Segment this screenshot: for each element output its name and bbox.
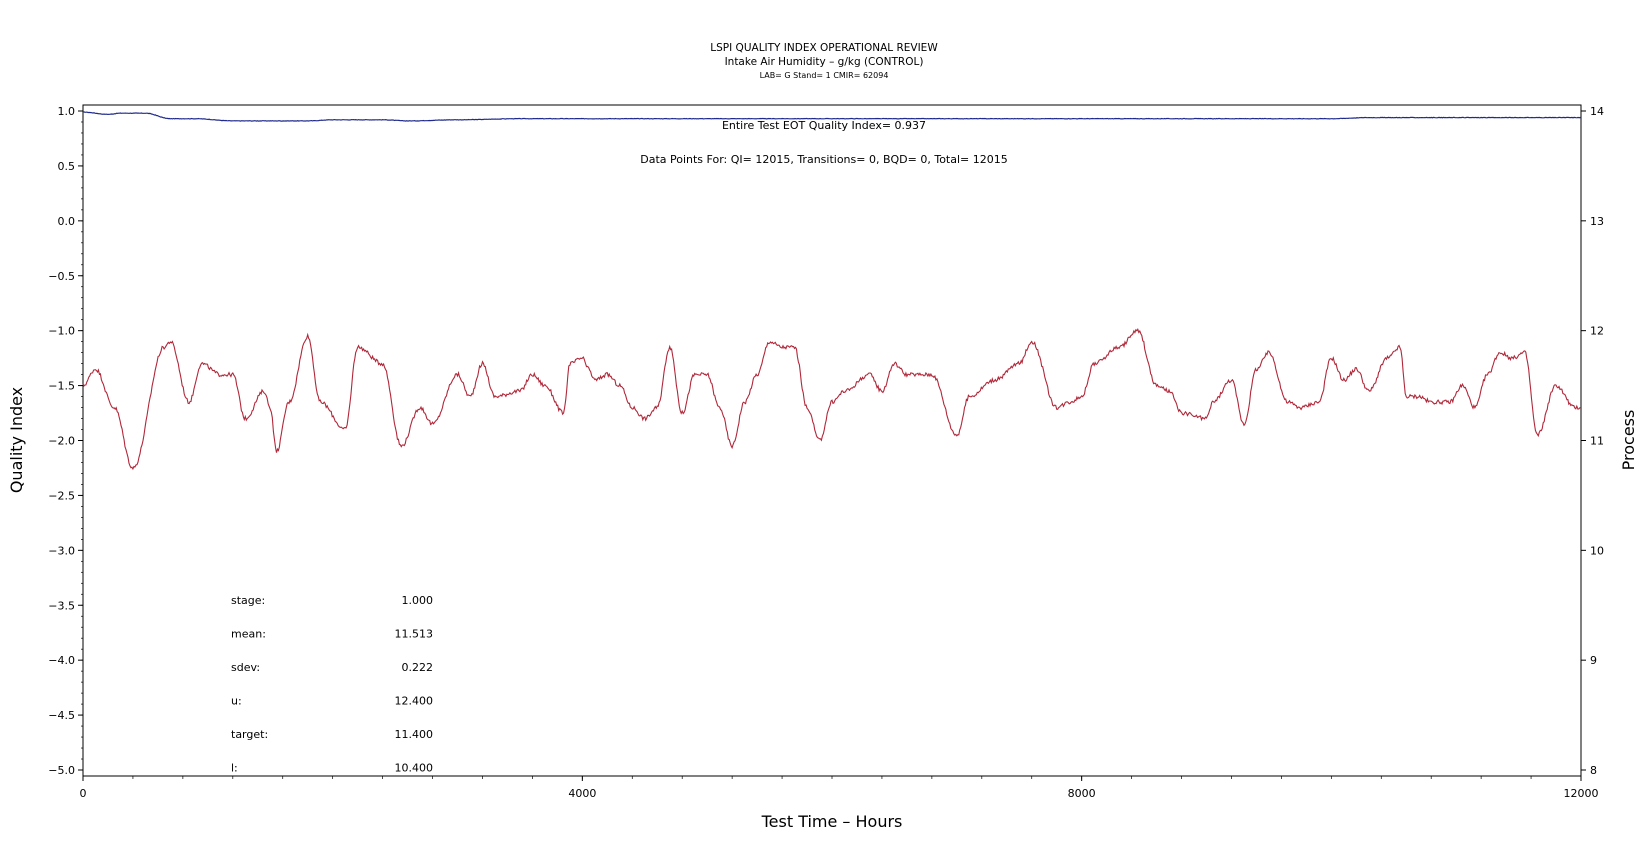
quality-index-series-line xyxy=(83,111,1582,122)
y-right-tick-label: 9 xyxy=(1590,654,1597,667)
stat-value: 11.400 xyxy=(395,728,434,741)
stat-value: 12.400 xyxy=(395,695,434,708)
y-left-tick-label: −0.5 xyxy=(48,270,75,283)
y-right-tick-label: 14 xyxy=(1590,105,1604,118)
series-layer xyxy=(82,111,1582,471)
y-right-tick-label: 13 xyxy=(1590,215,1604,228)
y-right-axis: 14 13 12 11 10 9 8 xyxy=(1581,105,1604,777)
y-right-tick-label: 12 xyxy=(1590,325,1604,338)
y-left-tick-label: −4.0 xyxy=(48,654,75,667)
stat-label: stage: xyxy=(231,594,265,607)
stat-value: 11.513 xyxy=(395,628,434,641)
x-tick-label: 0 xyxy=(80,787,87,800)
y-left-tick-label: −4.5 xyxy=(48,709,75,722)
y-left-tick-label: −1.0 xyxy=(48,325,75,338)
stat-label: target: xyxy=(231,728,268,741)
x-axis-label: Test Time – Hours xyxy=(761,812,903,831)
stat-label: l: xyxy=(231,762,238,775)
stats-block: stage: 1.000 mean: 11.513 sdev: 0.222 u: 12.400… xyxy=(231,594,433,775)
x-tick-label: 12000 xyxy=(1564,787,1599,800)
process-series-line xyxy=(82,327,1582,471)
y-right-axis-label: Process xyxy=(1619,410,1638,471)
y-left-tick-label: −5.0 xyxy=(48,764,75,777)
y-left-axis-label: Quality Index xyxy=(7,387,26,493)
x-tick-label: 8000 xyxy=(1068,787,1096,800)
quality-index-annotation: Entire Test EOT Quality Index= 0.937 xyxy=(722,119,926,132)
stat-label: sdev: xyxy=(231,661,260,674)
x-axis: 0 4000 8000 12000 xyxy=(80,776,1599,800)
y-left-tick-label: −1.5 xyxy=(48,380,75,393)
y-left-axis: 1.0 0.5 0.0 −0.5 −1.0 −1.5 −2.0 −2.5 −3.0 −3.5 −4.… xyxy=(48,105,83,777)
y-left-tick-label: 0.5 xyxy=(58,160,76,173)
chart-title: LSPI QUALITY INDEX OPERATIONAL REVIEW xyxy=(710,42,938,54)
y-left-tick-label: 1.0 xyxy=(58,105,76,118)
y-left-tick-label: −2.0 xyxy=(48,435,75,448)
stat-label: mean: xyxy=(231,628,266,641)
plot-frame xyxy=(82,104,1582,777)
x-tick-label: 4000 xyxy=(568,787,596,800)
y-right-tick-label: 8 xyxy=(1590,764,1597,777)
stat-value: 10.400 xyxy=(395,762,434,775)
y-left-tick-label: 0.0 xyxy=(58,215,76,228)
stat-label: u: xyxy=(231,695,242,708)
chart-subtitle: Intake Air Humidity – g/kg (CONTROL) xyxy=(725,56,924,68)
y-right-tick-label: 10 xyxy=(1590,544,1604,557)
chart-subtitle-lab: LAB= G Stand= 1 CMIR= 62094 xyxy=(760,71,889,80)
y-left-tick-label: −3.0 xyxy=(48,544,75,557)
y-left-tick-label: −3.5 xyxy=(48,599,75,612)
stat-value: 0.222 xyxy=(402,661,434,674)
stat-value: 1.000 xyxy=(402,594,434,607)
data-points-annotation: Data Points For: QI= 12015, Transitions=… xyxy=(640,153,1008,166)
y-left-tick-label: −2.5 xyxy=(48,489,75,502)
y-right-tick-label: 11 xyxy=(1590,435,1604,448)
